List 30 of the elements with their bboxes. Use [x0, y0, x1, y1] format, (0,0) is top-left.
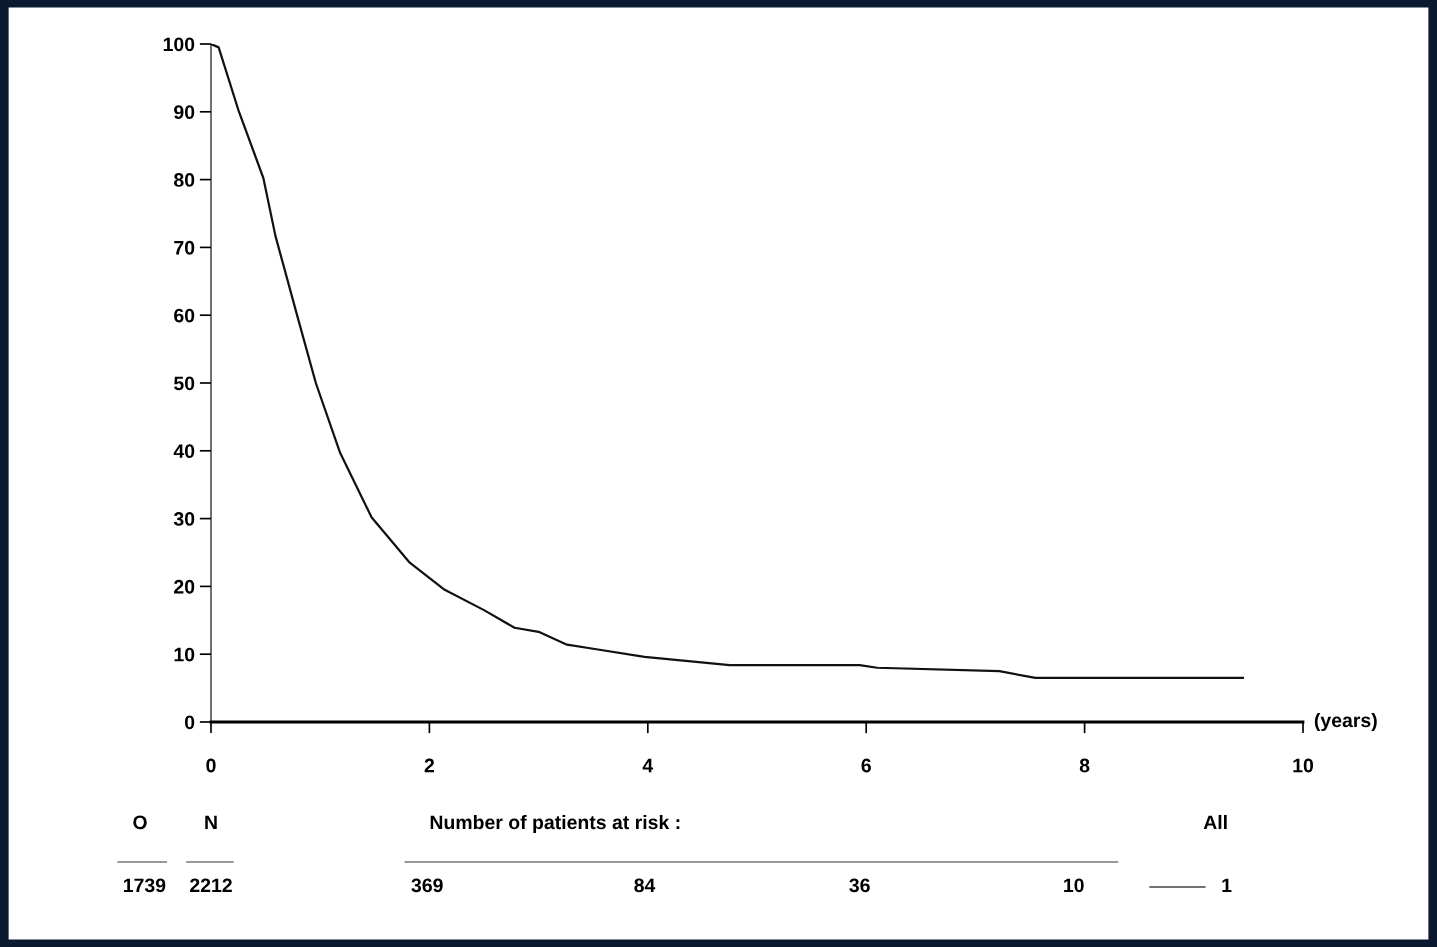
y-tick-label: 70 [174, 240, 195, 255]
x-tick-label: 4 [642, 758, 654, 773]
y-tick-label: 20 [174, 579, 195, 594]
x-tick-label: 2 [424, 758, 435, 773]
y-tick-label: 30 [173, 512, 195, 526]
y-tick-label: 10 [174, 647, 195, 662]
line-series [211, 44, 1245, 680]
y-tick-label: 40 [173, 444, 195, 459]
text: All [1203, 814, 1227, 830]
y-tick-label: 90 [174, 105, 195, 120]
x-tick-label: 6 [861, 758, 871, 773]
y-tick-label: 0 [184, 715, 195, 730]
text: O [133, 815, 147, 830]
text: 369 [411, 878, 443, 893]
text: 1 [1222, 878, 1232, 893]
y-tick-label: 80 [174, 173, 195, 187]
text: 84 [634, 878, 656, 893]
x-tick-label: 10 [1293, 758, 1314, 773]
text: 36 [849, 878, 870, 893]
text: N [205, 815, 217, 830]
y-tick-label: 100 [163, 37, 195, 52]
x-axis-title: (years) [1314, 712, 1377, 732]
y-tick-label: 60 [174, 308, 195, 323]
y-tick-label: 50 [174, 376, 195, 391]
text: 2212 [190, 878, 232, 893]
x-tick-label: 0 [206, 758, 216, 773]
x-tick-label: 8 [1079, 758, 1090, 773]
text: 10 [1064, 878, 1084, 893]
text: Number of patients at risk : [430, 814, 680, 834]
text: 1739 [123, 878, 166, 893]
